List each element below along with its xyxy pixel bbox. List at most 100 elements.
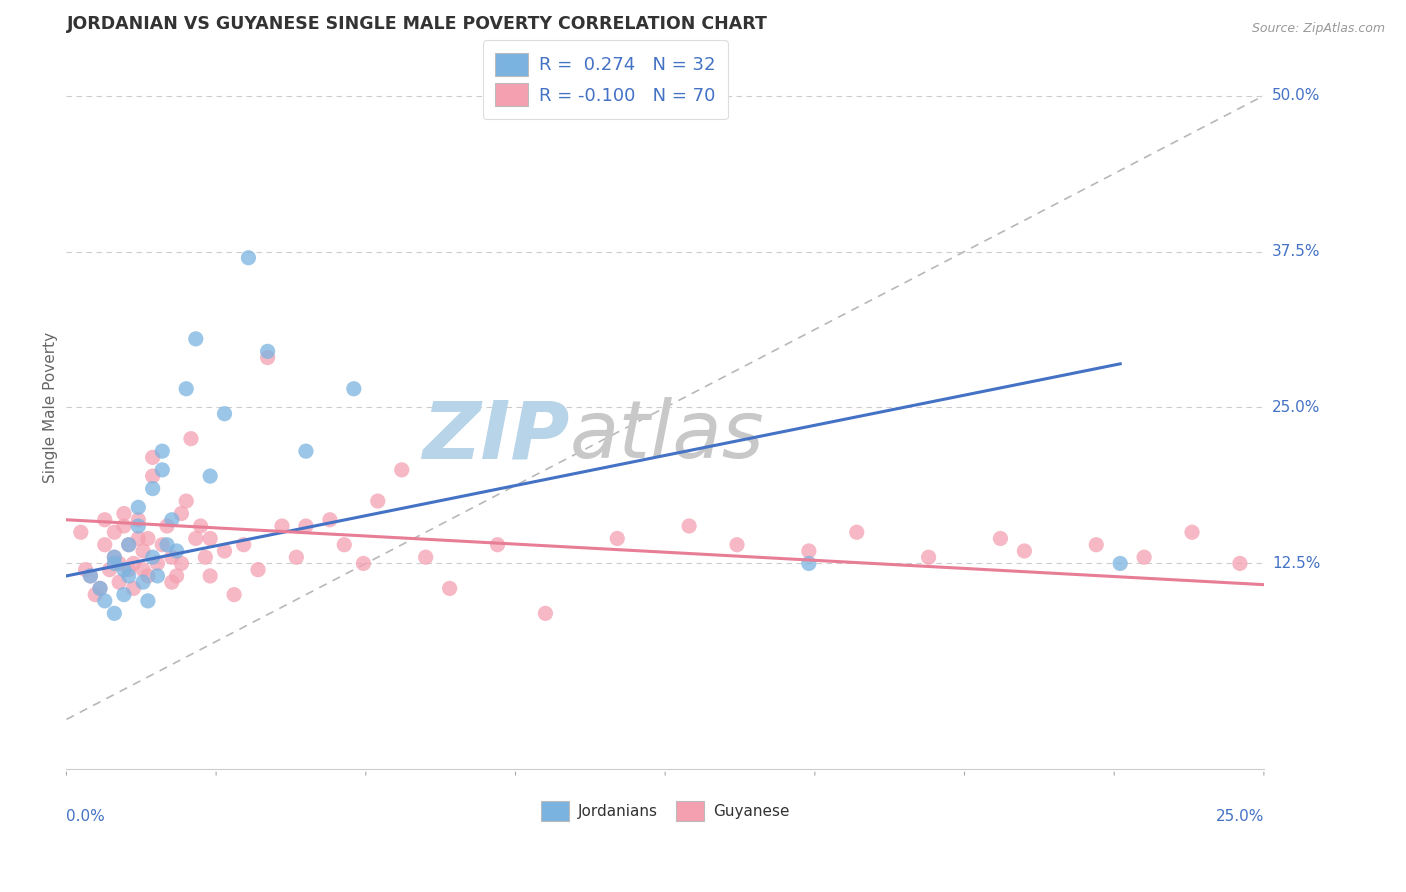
- Point: [486, 538, 509, 552]
- Point: [797, 557, 820, 571]
- Point: [118, 538, 141, 552]
- Point: [127, 532, 149, 546]
- Point: [295, 444, 318, 458]
- Point: [132, 563, 155, 577]
- Point: [146, 569, 169, 583]
- Point: [150, 463, 173, 477]
- Point: [122, 557, 145, 571]
- Point: [606, 532, 628, 546]
- Point: [439, 582, 461, 596]
- Point: [214, 407, 236, 421]
- Point: [343, 382, 366, 396]
- Point: [127, 513, 149, 527]
- Point: [84, 588, 107, 602]
- Text: 0.0%: 0.0%: [66, 809, 105, 824]
- Point: [256, 344, 278, 359]
- Point: [103, 550, 125, 565]
- Point: [122, 582, 145, 596]
- Point: [367, 494, 389, 508]
- Point: [285, 550, 308, 565]
- Point: [98, 563, 121, 577]
- Point: [112, 563, 135, 577]
- Point: [142, 469, 165, 483]
- Point: [69, 525, 91, 540]
- Point: [1133, 550, 1156, 565]
- Point: [127, 500, 149, 515]
- Point: [146, 557, 169, 571]
- Point: [1181, 525, 1204, 540]
- Point: [990, 532, 1012, 546]
- Point: [108, 557, 131, 571]
- Point: [89, 582, 111, 596]
- Point: [160, 575, 183, 590]
- Point: [142, 482, 165, 496]
- Point: [142, 550, 165, 565]
- Point: [156, 519, 179, 533]
- Point: [333, 538, 356, 552]
- Point: [112, 588, 135, 602]
- Y-axis label: Single Male Poverty: Single Male Poverty: [44, 332, 58, 483]
- Point: [103, 525, 125, 540]
- Point: [160, 550, 183, 565]
- Point: [247, 563, 270, 577]
- Point: [1014, 544, 1036, 558]
- Text: 25.0%: 25.0%: [1216, 809, 1264, 824]
- Point: [198, 532, 221, 546]
- Point: [136, 594, 159, 608]
- Point: [678, 519, 700, 533]
- Point: [94, 513, 117, 527]
- Point: [238, 251, 260, 265]
- Point: [232, 538, 254, 552]
- Point: [845, 525, 868, 540]
- Legend: Jordanians, Guyanese: Jordanians, Guyanese: [534, 795, 796, 827]
- Text: 37.5%: 37.5%: [1272, 244, 1320, 259]
- Point: [725, 538, 748, 552]
- Point: [103, 607, 125, 621]
- Point: [174, 382, 197, 396]
- Point: [79, 569, 101, 583]
- Point: [1109, 557, 1132, 571]
- Point: [166, 544, 188, 558]
- Point: [118, 569, 141, 583]
- Point: [917, 550, 939, 565]
- Point: [112, 519, 135, 533]
- Point: [174, 494, 197, 508]
- Point: [415, 550, 437, 565]
- Point: [198, 569, 221, 583]
- Point: [797, 544, 820, 558]
- Point: [142, 450, 165, 465]
- Point: [136, 532, 159, 546]
- Point: [160, 513, 183, 527]
- Point: [184, 332, 207, 346]
- Point: [75, 563, 97, 577]
- Point: [103, 550, 125, 565]
- Point: [198, 469, 221, 483]
- Point: [166, 569, 188, 583]
- Text: 25.0%: 25.0%: [1272, 400, 1320, 415]
- Point: [194, 550, 217, 565]
- Text: JORDANIAN VS GUYANESE SINGLE MALE POVERTY CORRELATION CHART: JORDANIAN VS GUYANESE SINGLE MALE POVERT…: [66, 15, 768, 33]
- Point: [214, 544, 236, 558]
- Point: [118, 563, 141, 577]
- Point: [108, 575, 131, 590]
- Point: [184, 532, 207, 546]
- Point: [170, 507, 193, 521]
- Point: [103, 557, 125, 571]
- Text: 12.5%: 12.5%: [1272, 556, 1320, 571]
- Point: [89, 582, 111, 596]
- Point: [1085, 538, 1108, 552]
- Point: [391, 463, 413, 477]
- Point: [79, 569, 101, 583]
- Text: atlas: atlas: [569, 398, 763, 475]
- Point: [190, 519, 212, 533]
- Point: [319, 513, 342, 527]
- Text: Source: ZipAtlas.com: Source: ZipAtlas.com: [1251, 22, 1385, 36]
- Point: [118, 538, 141, 552]
- Point: [136, 569, 159, 583]
- Point: [132, 544, 155, 558]
- Point: [170, 557, 193, 571]
- Point: [1229, 557, 1251, 571]
- Point: [222, 588, 245, 602]
- Point: [150, 538, 173, 552]
- Point: [534, 607, 557, 621]
